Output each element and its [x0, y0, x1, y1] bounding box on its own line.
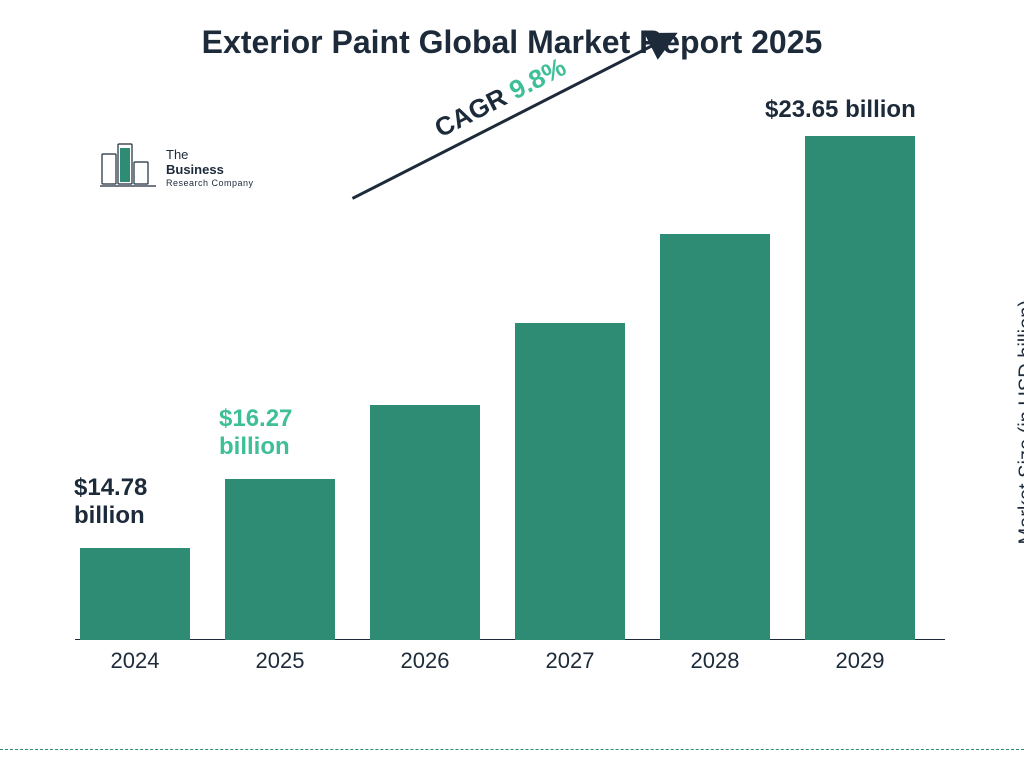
value-label-2024: $14.78 billion: [74, 474, 147, 531]
bar-2026: [370, 405, 480, 640]
bar-2027: [515, 323, 625, 640]
plot-area: 202420252026202720282029 $14.78 billion …: [75, 120, 945, 680]
chart-title: Exterior Paint Global Market Report 2025: [0, 24, 1024, 61]
bar-2028: [660, 234, 770, 640]
chart-canvas: Exterior Paint Global Market Report 2025…: [0, 0, 1024, 768]
y-axis-label: Market Size (in USD billion): [1016, 300, 1024, 545]
value-label-2029: $23.65 billion: [765, 96, 916, 124]
x-label-2025: 2025: [225, 648, 335, 674]
x-label-2028: 2028: [660, 648, 770, 674]
value-label-2025: $16.27 billion: [219, 405, 292, 462]
x-label-2024: 2024: [80, 648, 190, 674]
bar-2025: [225, 479, 335, 640]
x-label-2027: 2027: [515, 648, 625, 674]
x-label-2029: 2029: [805, 648, 915, 674]
bar-2029: [805, 136, 915, 640]
value-label-2024-amount: $14.78: [74, 474, 147, 502]
value-label-2024-unit: billion: [74, 502, 147, 530]
bottom-divider: [0, 749, 1024, 750]
x-label-2026: 2026: [370, 648, 480, 674]
value-label-2025-amount: $16.27: [219, 405, 292, 433]
x-labels: 2024 2025 2026 2027 2028 2029: [75, 642, 945, 680]
bar-2024: [80, 548, 190, 640]
bars-container: [75, 120, 945, 640]
value-label-2025-unit: billion: [219, 433, 292, 461]
